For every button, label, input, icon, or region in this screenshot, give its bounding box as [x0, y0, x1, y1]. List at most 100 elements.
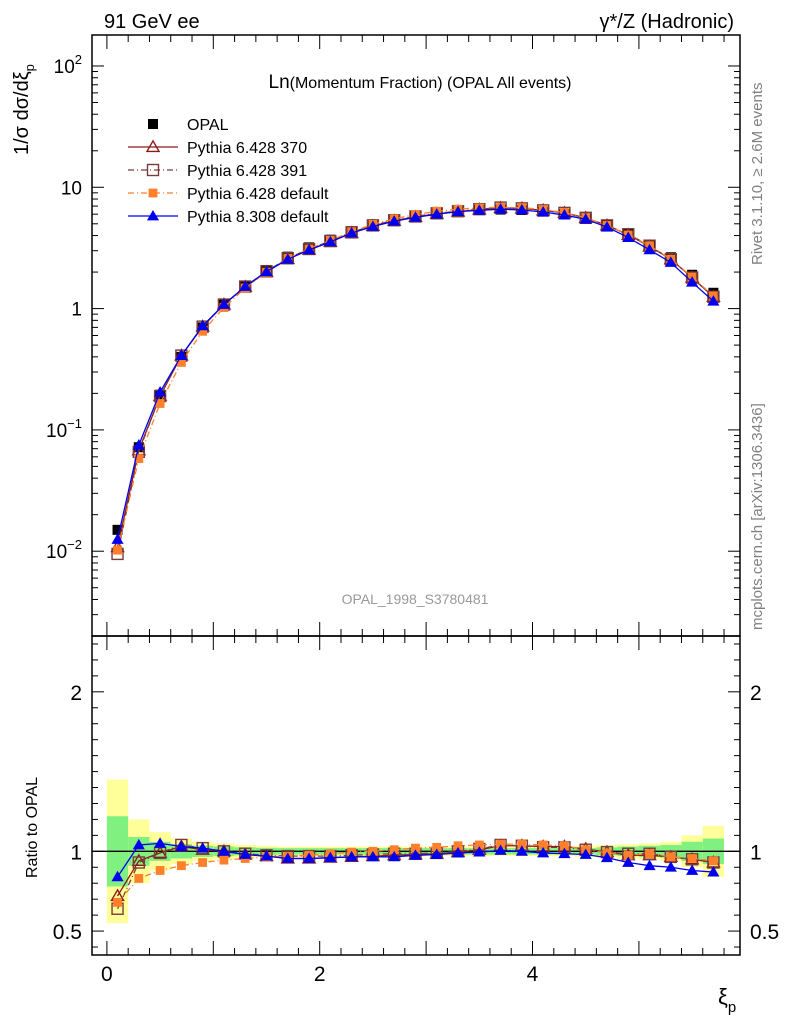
main-data-point [579, 213, 592, 224]
ratio-data-point [708, 856, 718, 866]
legend-marker [148, 188, 158, 198]
ratio-data-point [579, 848, 592, 859]
main-y-axis-label-subscript: p [22, 64, 37, 71]
x-axis-label-subscript: p [728, 999, 736, 1016]
x-tick-label: 0 [101, 963, 113, 986]
ratio-plot-area [92, 779, 740, 924]
ratio-data-point [600, 851, 614, 863]
ratio-data-point [623, 850, 633, 860]
ratio-data-point [707, 866, 720, 877]
ratio-data-point [517, 839, 527, 849]
tick-label-base: 10 [54, 57, 75, 78]
ratio-data-point [474, 840, 484, 850]
main-data-point [388, 215, 401, 226]
ratio-y-tick-label: 2 [70, 682, 82, 705]
ratio-y-axis-label: Ratio to OPAL [24, 777, 41, 878]
tick-label-exponent: −2 [67, 537, 82, 552]
ratio-y-tick-label-right: 2 [750, 682, 762, 705]
ratio-data-point [260, 850, 273, 861]
ratio-data-point [686, 864, 699, 875]
x-tick-label: 4 [527, 963, 539, 986]
main-data-point [155, 399, 165, 408]
main-data-point [345, 226, 358, 238]
main-data-point [281, 253, 294, 264]
ratio-data-point [643, 847, 656, 860]
ratio-data-point [494, 844, 507, 855]
legend-entry-1: Pythia 6.428 370 [128, 139, 307, 157]
ratio-y-tick-label-right: 1 [750, 841, 762, 864]
main-data-point [324, 235, 337, 247]
ratio-data-point [196, 842, 209, 853]
legend: OPAL Pythia 6.428 370 Pythia 6.428 391 Pyth… [128, 117, 329, 226]
ratio-data-point [239, 848, 252, 859]
ratio-data-point [664, 861, 677, 872]
mcplots-reference-label: mcplots.cern.ch [arXiv:1306.3436] [749, 403, 766, 630]
main-data-point [175, 349, 188, 360]
main-data-point [324, 234, 337, 248]
legend-label: OPAL [187, 117, 229, 134]
main-data-point [303, 243, 316, 255]
legend-entry-2: Pythia 6.428 391 [128, 163, 307, 180]
main-data-point [473, 204, 486, 215]
main-data-point [622, 231, 635, 242]
ratio-y-tick-label-right: 0.5 [750, 921, 779, 944]
legend-label: Pythia 6.428 370 [187, 140, 307, 157]
legend-marker [148, 119, 158, 129]
legend-marker [145, 139, 161, 153]
main-data-point [112, 524, 123, 535]
main-data-point [196, 319, 209, 331]
ratio-data-point [388, 850, 401, 862]
main-series-4 [111, 203, 720, 544]
main-title-prefix: Ln [269, 72, 290, 93]
main-y-tick-label: 10−2 [46, 537, 82, 563]
ratio-data-point [687, 854, 697, 863]
ratio-data-point [558, 847, 571, 859]
ratio-data-point [496, 839, 505, 849]
ratio-data-point [219, 855, 229, 865]
main-data-point [217, 298, 230, 309]
main-data-point [686, 276, 699, 287]
main-data-point [600, 221, 614, 232]
main-data-point [515, 203, 528, 215]
legend-marker [146, 209, 160, 221]
main-y-axis-label: 1/σ dσ/dξp [11, 64, 37, 155]
ratio-data-point [473, 846, 486, 857]
ratio-data-point [538, 840, 548, 850]
ratio-data-point [560, 841, 569, 851]
ratio-data-point [389, 845, 399, 855]
main-data-point [134, 454, 144, 463]
ratio-data-point [515, 845, 528, 856]
ratio-data-point [411, 843, 420, 853]
ratio-data-point [453, 841, 463, 851]
main-plot-title: Ln(Momentum Fraction) (OPAL All events) [269, 72, 572, 93]
ratio-y-tick-label: 0.5 [53, 921, 82, 944]
ratio-data-point [155, 866, 165, 875]
ratio-data-point [132, 856, 146, 869]
legend-marker [146, 163, 160, 177]
ratio-data-point [622, 856, 635, 867]
tick-label-base: 10 [46, 542, 67, 563]
main-data-point [366, 220, 379, 231]
main-data-point [239, 280, 252, 291]
ratio-data-point [198, 858, 208, 867]
legend-entry-3: Pythia 6.428 default [128, 186, 329, 203]
header-energy: 91 GeV ee [104, 11, 200, 33]
main-data-point [345, 226, 358, 239]
ratio-data-point [451, 846, 465, 858]
legend-label: Pythia 6.428 391 [187, 163, 307, 180]
legend-label: Pythia 8.308 default [187, 209, 329, 226]
tick-label-base: 10 [46, 421, 67, 442]
ratio-data-point [432, 842, 442, 852]
main-data-point [707, 295, 720, 306]
main-data-point [176, 358, 186, 367]
ratio-data-point [176, 861, 186, 871]
main-data-point [111, 533, 124, 544]
tick-label-exponent: 2 [75, 52, 82, 67]
main-y-tick-label: 1 [71, 300, 82, 321]
ratio-data-point [113, 897, 122, 907]
ratio-plot-frame [91, 635, 741, 956]
ratio-data-point [303, 852, 316, 863]
main-series-group [110, 200, 721, 561]
main-data-point [494, 203, 507, 214]
